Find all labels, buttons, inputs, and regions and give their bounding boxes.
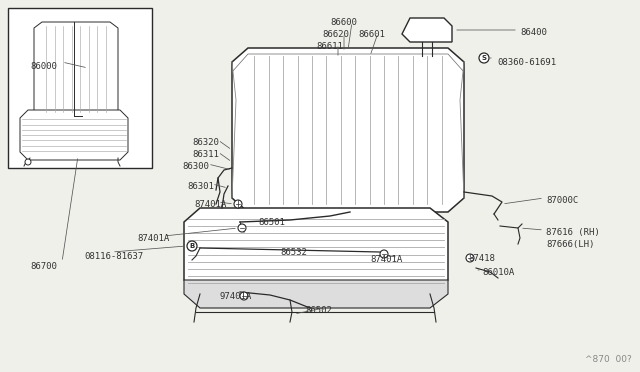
- Circle shape: [479, 53, 489, 63]
- Polygon shape: [232, 48, 464, 212]
- Text: 86010A: 86010A: [482, 268, 515, 277]
- Polygon shape: [402, 18, 452, 42]
- Text: 87401A: 87401A: [194, 200, 227, 209]
- Text: 87666(LH): 87666(LH): [546, 240, 595, 249]
- Text: 86532: 86532: [280, 248, 307, 257]
- Text: 87616 (RH): 87616 (RH): [546, 228, 600, 237]
- Bar: [8, 8, 152, 168]
- Circle shape: [25, 159, 31, 165]
- Text: 97401A: 97401A: [220, 292, 252, 301]
- Text: 86000: 86000: [30, 62, 57, 71]
- Circle shape: [380, 250, 388, 258]
- Polygon shape: [184, 280, 448, 308]
- Text: 86502: 86502: [305, 306, 332, 315]
- Text: 86501: 86501: [258, 218, 285, 227]
- Text: 87000C: 87000C: [546, 196, 579, 205]
- Text: 87401A: 87401A: [137, 234, 169, 243]
- Text: B: B: [189, 243, 195, 249]
- Circle shape: [187, 241, 197, 251]
- Text: 86320: 86320: [192, 138, 219, 147]
- Text: 86601: 86601: [358, 30, 385, 39]
- Circle shape: [234, 200, 242, 208]
- Text: 87401A: 87401A: [370, 255, 403, 264]
- Text: ^870  00?: ^870 00?: [585, 355, 632, 364]
- Text: 86301: 86301: [187, 182, 214, 191]
- Text: 87418: 87418: [468, 254, 495, 263]
- Text: 86611: 86611: [316, 42, 343, 51]
- Text: S: S: [481, 55, 486, 61]
- Text: 08116-81637: 08116-81637: [84, 252, 143, 261]
- Polygon shape: [184, 208, 448, 294]
- Text: 86620: 86620: [322, 30, 349, 39]
- Circle shape: [238, 224, 246, 232]
- Text: 08360-61691: 08360-61691: [497, 58, 556, 67]
- Circle shape: [240, 292, 248, 300]
- Text: 86300: 86300: [182, 162, 209, 171]
- Polygon shape: [20, 110, 128, 160]
- Polygon shape: [34, 22, 118, 116]
- Text: 86600: 86600: [330, 18, 357, 27]
- Text: 86700: 86700: [30, 262, 57, 271]
- Circle shape: [466, 254, 474, 262]
- Text: 86400: 86400: [520, 28, 547, 37]
- Text: 86311: 86311: [192, 150, 219, 159]
